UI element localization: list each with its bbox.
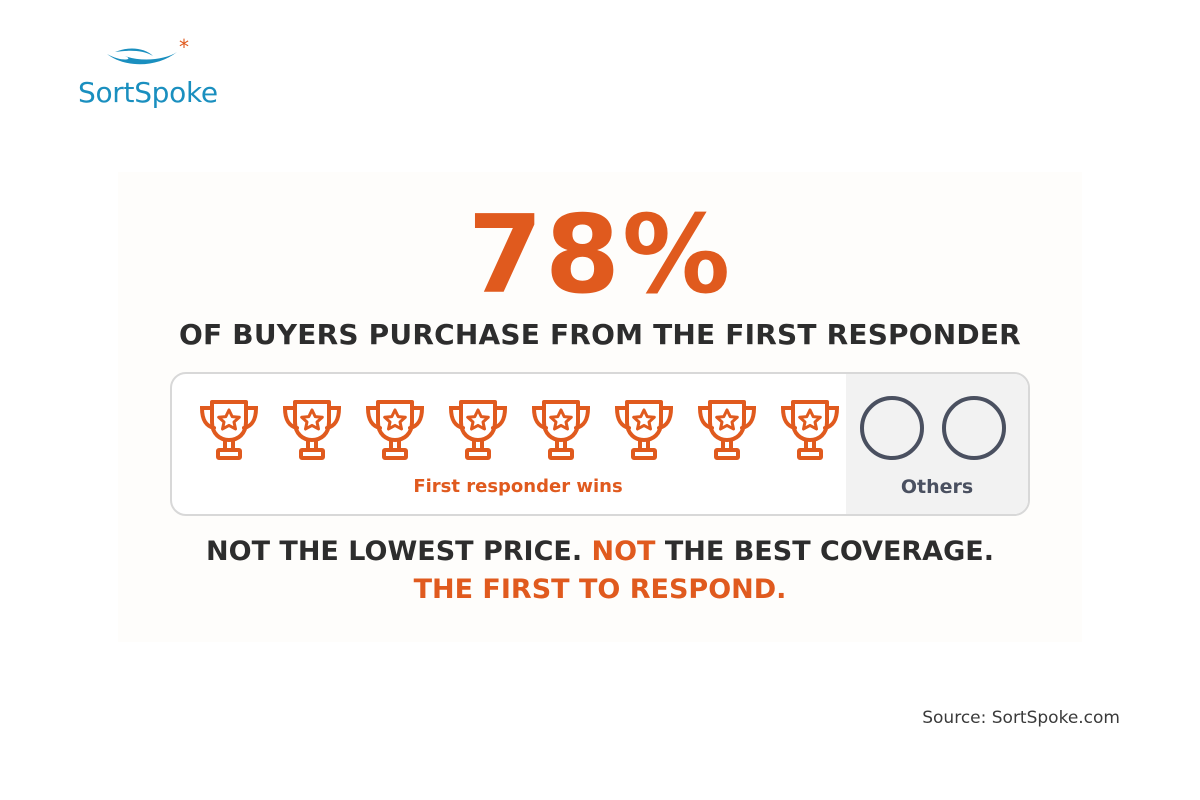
sortspoke-logo[interactable]: * SortSpoke <box>78 38 238 110</box>
empty-circle-icon <box>860 396 924 460</box>
trophy-star-icon <box>526 396 596 466</box>
icon-row <box>172 374 1028 514</box>
source-credit: Source: SortSpoke.com <box>922 708 1120 728</box>
others-label: Others <box>900 476 974 498</box>
tagline-accent-not: NOT <box>591 536 656 567</box>
headline-subtitle: OF BUYERS PURCHASE FROM THE FIRST RESPON… <box>179 318 1021 351</box>
first-responder-label: First responder wins <box>413 476 623 497</box>
comparison-box: First responder wins Others <box>170 372 1030 516</box>
tagline-part-3: THE BEST COVERAGE. <box>655 536 994 567</box>
empty-circle-icon <box>942 396 1006 460</box>
tagline-line-1: NOT THE LOWEST PRICE. NOT THE BEST COVER… <box>0 536 1200 567</box>
trophy-star-icon <box>609 396 679 466</box>
trophy-star-icon <box>194 396 264 466</box>
wave-logo-icon: * <box>107 38 189 65</box>
svg-text:*: * <box>179 38 189 59</box>
trophy-star-icon <box>277 396 347 466</box>
trophy-star-icon <box>443 396 513 466</box>
headline-percent: 78% <box>467 193 733 318</box>
tagline-part-1: NOT THE LOWEST PRICE. <box>206 536 592 567</box>
trophy-star-icon <box>360 396 430 466</box>
trophy-star-icon <box>692 396 762 466</box>
trophy-star-icon <box>775 396 845 466</box>
logo-wordmark: SortSpoke <box>78 76 218 109</box>
tagline-line-2: THE FIRST TO RESPOND. <box>413 574 787 605</box>
